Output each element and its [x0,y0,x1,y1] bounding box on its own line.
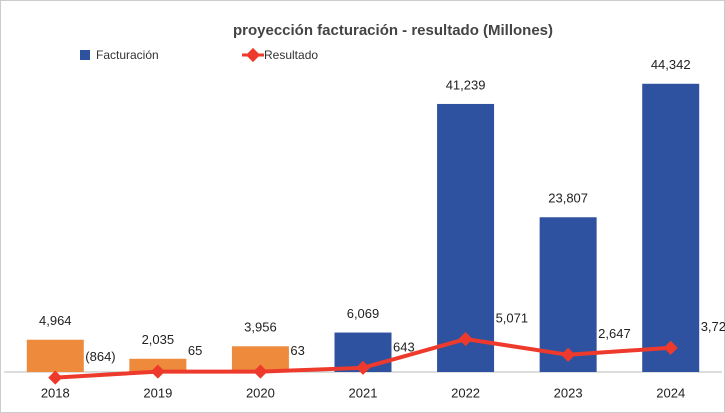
line-marker [48,370,63,385]
data-label: 41,239 [446,77,486,92]
data-label: (864) [85,349,115,364]
x-tick-label: 2018 [41,385,70,400]
data-label: 2,647 [598,326,631,341]
chart-title: proyección facturación - resultado (Mill… [233,22,553,39]
line-marker [150,364,165,379]
line-marker [663,340,678,355]
line-marker [253,364,268,379]
x-tick-label: 2021 [349,385,378,400]
data-label: 6,069 [347,306,380,321]
line-marker [561,347,576,362]
legend-label: Resultado [264,48,318,62]
x-tick-label: 2023 [554,385,583,400]
line-marker [355,360,371,375]
data-label: 44,342 [651,57,691,72]
data-label: 4,964 [39,313,72,328]
legend-swatch [80,50,90,60]
legend-label: Facturación [96,48,159,62]
data-label: 3,956 [244,320,277,335]
data-label: 643 [393,339,415,354]
data-label: 63 [290,343,304,358]
x-tick-label: 2022 [451,385,480,400]
data-label: 3,729 [701,319,725,334]
bar [437,103,495,372]
bar [642,83,700,372]
data-label: 23,807 [548,191,588,206]
data-label: 5,071 [496,310,529,325]
x-tick-label: 2020 [246,385,275,400]
x-tick-label: 2019 [143,385,172,400]
bar [539,217,597,372]
line-marker [458,331,473,347]
x-tick-label: 2024 [656,385,685,400]
bar [26,339,84,372]
data-label: 2,035 [142,332,175,347]
data-label: 65 [188,343,202,358]
